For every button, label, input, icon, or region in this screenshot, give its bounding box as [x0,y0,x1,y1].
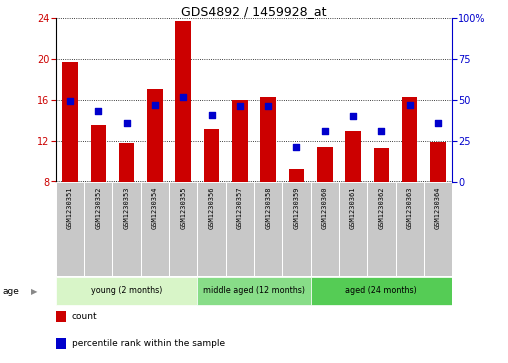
Text: aged (24 months): aged (24 months) [345,286,417,295]
Bar [310,182,339,276]
Point [94,109,103,114]
Point [377,128,386,134]
Text: GSM1230360: GSM1230360 [322,186,328,229]
Point [264,103,272,109]
Text: GSM1230359: GSM1230359 [294,186,299,229]
Text: young (2 months): young (2 months) [91,286,163,295]
Bar [62,62,78,182]
Bar [90,125,106,182]
Bar [112,182,141,276]
Text: GSM1230354: GSM1230354 [152,186,158,229]
Text: GSM1230361: GSM1230361 [350,186,356,229]
Bar [204,130,219,182]
Bar [198,182,226,276]
Point [179,94,187,99]
Text: ▶: ▶ [30,287,37,296]
Text: GSM1230364: GSM1230364 [435,186,441,229]
Bar [289,169,304,182]
Text: age: age [3,287,19,296]
Bar [198,277,310,305]
Point [207,112,215,118]
Bar [169,182,198,276]
Bar [147,89,163,182]
Point [405,102,414,107]
Bar [56,311,66,322]
Bar [282,182,310,276]
Bar [345,131,361,182]
Bar [310,277,452,305]
Bar [175,21,191,182]
Text: GDS4892 / 1459928_at: GDS4892 / 1459928_at [181,5,327,19]
Bar [367,182,396,276]
Point [151,102,159,107]
Bar [430,142,446,182]
Text: GSM1230356: GSM1230356 [209,186,214,229]
Bar [141,182,169,276]
Bar [373,148,389,182]
Text: GSM1230362: GSM1230362 [378,186,385,229]
Text: middle aged (12 months): middle aged (12 months) [203,286,305,295]
Point [122,120,131,126]
Text: count: count [72,313,98,321]
Point [66,98,74,105]
Text: GSM1230351: GSM1230351 [67,186,73,229]
Text: GSM1230357: GSM1230357 [237,186,243,229]
Point [434,120,442,126]
Point [321,128,329,134]
Text: percentile rank within the sample: percentile rank within the sample [72,339,225,348]
Text: GSM1230358: GSM1230358 [265,186,271,229]
Bar [56,277,198,305]
Text: GSM1230352: GSM1230352 [96,186,101,229]
Text: GSM1230363: GSM1230363 [407,186,412,229]
Point [293,144,301,150]
Bar [119,143,135,182]
Bar [254,182,282,276]
Bar [56,338,66,349]
Bar [317,147,333,182]
Bar [226,182,254,276]
Text: GSM1230353: GSM1230353 [123,186,130,229]
Bar [232,100,247,182]
Bar [424,182,452,276]
Bar [261,97,276,182]
Point [236,103,244,109]
Bar [84,182,112,276]
Bar [396,182,424,276]
Bar [339,182,367,276]
Bar [402,97,418,182]
Bar [56,182,84,276]
Point [349,113,357,119]
Text: GSM1230355: GSM1230355 [180,186,186,229]
